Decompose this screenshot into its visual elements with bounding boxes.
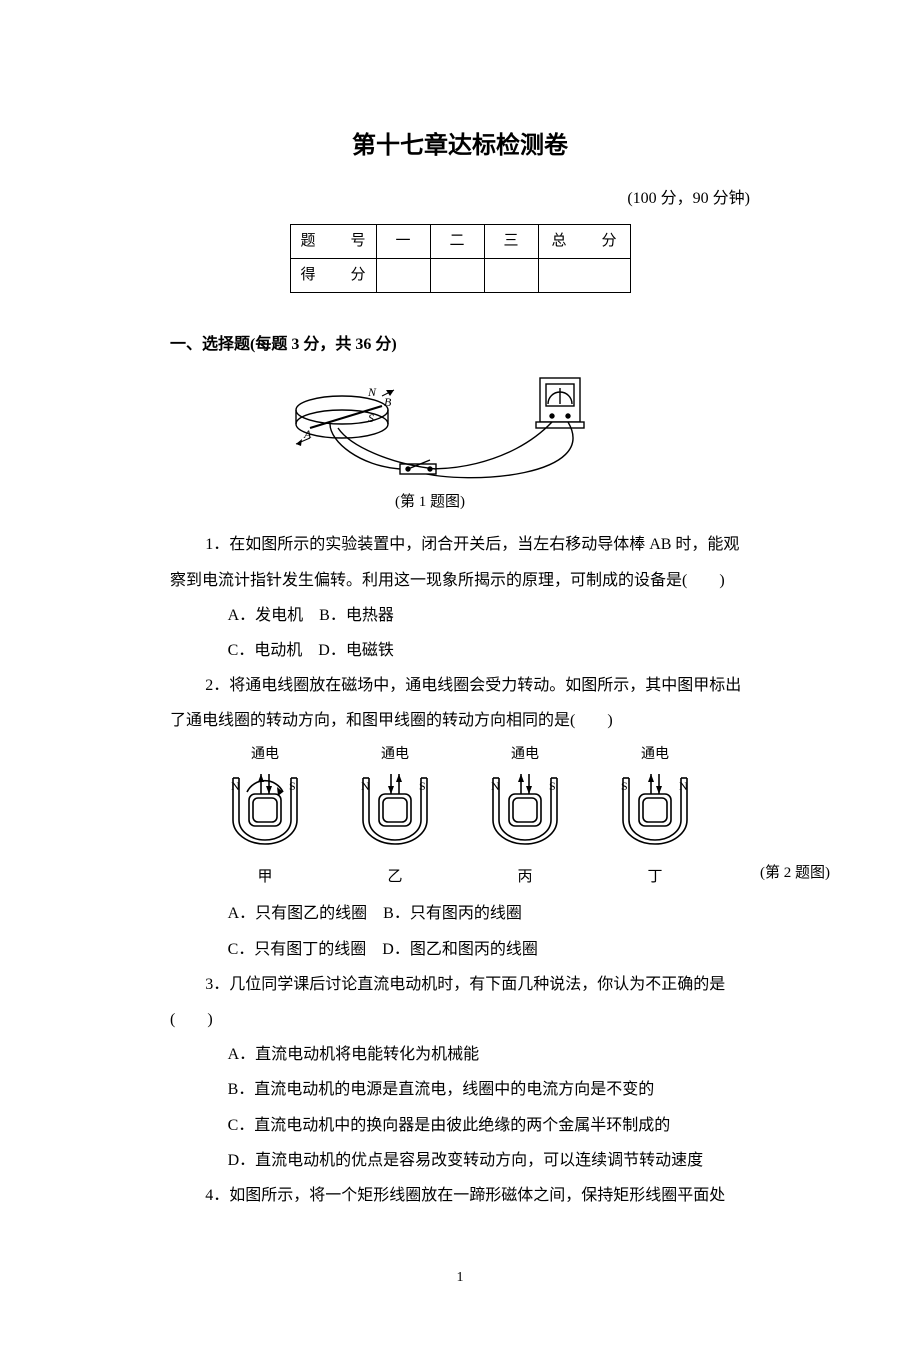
motor-c-label: 丙 <box>483 861 567 894</box>
motor-unit-b: 通电 N S 乙 <box>353 740 437 894</box>
td-total <box>538 258 630 292</box>
question-2: 2．将通电线圈放在磁场中，通电线圈会受力转动。如图所示，其中图甲标出了通电线圈的… <box>170 668 750 738</box>
motor-b-label: 乙 <box>353 861 437 894</box>
svg-text:S: S <box>549 779 556 793</box>
td-2 <box>430 258 484 292</box>
q3-option-a: A．直流电动机将电能转化为机械能 <box>170 1037 750 1072</box>
page-title: 第十七章达标检测卷 <box>170 120 750 173</box>
svg-text:N: N <box>231 779 240 793</box>
motor-top-label: 通电 <box>483 740 567 771</box>
q2-options-row1: A．只有图乙的线圈 B．只有图丙的线圈 <box>170 896 750 931</box>
question-1: 1．在如图所示的实验装置中，闭合开关后，当左右移动导体棒 AB 时，能观察到电流… <box>170 527 750 597</box>
figure-2: 通电 N S 甲 通电 <box>170 740 750 894</box>
q1-options-row2: C．电动机 D．电磁铁 <box>170 633 750 668</box>
figure-1: N S A B (第 1 题图) <box>170 366 750 525</box>
motor-unit-d: 通电 S N 丁 <box>613 740 697 894</box>
question-3: 3．几位同学课后讨论直流电动机时，有下面几种说法，你认为不正确的是( ) <box>170 967 750 1037</box>
figure-1-caption: (第 1 题图) <box>395 486 465 519</box>
motor-d-icon: S N <box>613 772 697 846</box>
q1-options-row1: A．发电机 B．电热器 <box>170 598 750 633</box>
th-total: 总 分 <box>538 224 630 258</box>
svg-text:S: S <box>419 779 426 793</box>
label-N: N <box>367 385 377 399</box>
motor-a-label: 甲 <box>223 861 307 894</box>
svg-text:N: N <box>679 779 688 793</box>
th-2: 二 <box>430 224 484 258</box>
exam-meta: (100 分，90 分钟) <box>170 181 750 216</box>
label-S: S <box>368 411 374 425</box>
td-3 <box>484 258 538 292</box>
motor-unit-c: 通电 N S 丙 <box>483 740 567 894</box>
svg-text:N: N <box>491 779 500 793</box>
motor-c-icon: N S <box>483 772 567 846</box>
table-row: 得 分 <box>290 258 630 292</box>
question-4: 4．如图所示，将一个矩形线圈放在一蹄形磁体之间，保持矩形线圈平面处 <box>170 1178 750 1213</box>
label-A: A <box>303 427 312 441</box>
motor-top-label: 通电 <box>223 740 307 771</box>
motor-unit-a: 通电 N S 甲 <box>223 740 307 894</box>
q3-option-d: D．直流电动机的优点是容易改变转动方向，可以连续调节转动速度 <box>170 1143 750 1178</box>
svg-text:N: N <box>361 779 370 793</box>
td-1 <box>376 258 430 292</box>
q3-option-c: C．直流电动机中的换向器是由彼此绝缘的两个金属半环制成的 <box>170 1108 750 1143</box>
section-1-heading: 一、选择题(每题 3 分，共 36 分) <box>170 327 750 362</box>
motor-d-label: 丁 <box>613 861 697 894</box>
section-1-label: 一、选择题(每题 3 分，共 36 分) <box>170 336 397 353</box>
th-3: 三 <box>484 224 538 258</box>
q2-options-row2: C．只有图丁的线圈 D．图乙和图丙的线圈 <box>170 932 750 967</box>
circuit-diagram-icon: N S A B <box>290 366 630 486</box>
table-row: 题 号 一 二 三 总 分 <box>290 224 630 258</box>
td-scorelabel: 得 分 <box>290 258 376 292</box>
page-number: 1 <box>170 1263 750 1294</box>
motor-a-icon: N S <box>223 772 307 846</box>
label-B: B <box>384 395 392 409</box>
th-numlabel: 题 号 <box>290 224 376 258</box>
motor-b-icon: N S <box>353 772 437 846</box>
q3-option-b: B．直流电动机的电源是直流电，线圈中的电流方向是不变的 <box>170 1072 750 1107</box>
svg-text:S: S <box>289 779 296 793</box>
score-table: 题 号 一 二 三 总 分 得 分 <box>290 224 631 293</box>
motor-top-label: 通电 <box>613 740 697 771</box>
th-1: 一 <box>376 224 430 258</box>
svg-text:S: S <box>621 779 628 793</box>
figure-2-caption: (第 2 题图) <box>760 857 830 890</box>
motor-top-label: 通电 <box>353 740 437 771</box>
